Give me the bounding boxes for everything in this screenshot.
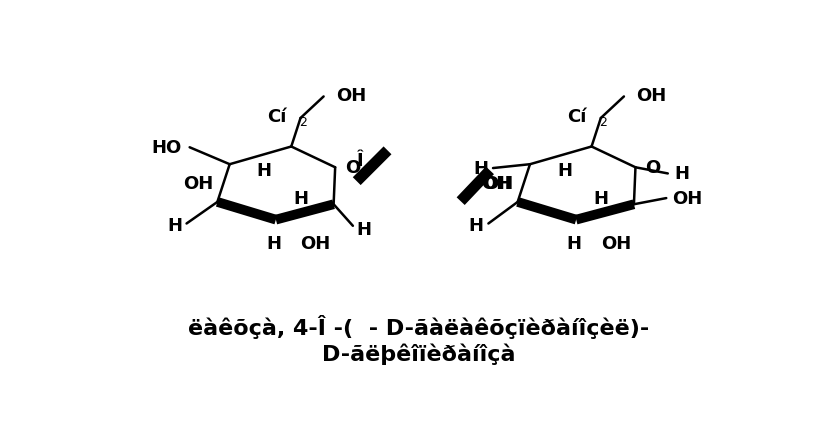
Text: OH: OH	[672, 190, 703, 207]
Text: OH: OH	[183, 174, 213, 192]
Text: Cí: Cí	[267, 108, 287, 126]
Text: O: O	[645, 159, 661, 177]
Text: HO: HO	[152, 139, 182, 157]
Text: OH: OH	[301, 234, 331, 252]
Text: Cí: Cí	[568, 108, 587, 126]
Text: H: H	[473, 160, 489, 178]
Text: O: O	[345, 159, 360, 177]
Text: H: H	[566, 234, 582, 252]
Text: H: H	[469, 216, 484, 234]
Text: 2: 2	[600, 116, 607, 129]
Text: H: H	[674, 165, 689, 183]
Text: H: H	[266, 234, 281, 252]
Text: 2: 2	[299, 116, 307, 129]
Text: H: H	[167, 216, 183, 234]
Text: OH: OH	[481, 174, 511, 192]
Text: OH: OH	[636, 87, 667, 105]
Text: Î: Î	[357, 151, 364, 169]
Text: H: H	[593, 190, 609, 207]
Text: ëàêõçà, 4-Î -(  - D-ãàëàêõçïèðàíîçèë)-: ëàêõçà, 4-Î -( - D-ãàëàêõçïèðàíîçèë)-	[188, 314, 649, 338]
Text: OH: OH	[336, 87, 366, 105]
Text: OH: OH	[484, 174, 514, 192]
Text: H: H	[357, 220, 372, 238]
Text: H: H	[293, 190, 308, 207]
Text: OH: OH	[600, 234, 631, 252]
Text: D-ãëþêîïèðàíîçà: D-ãëþêîïèðàíîçà	[322, 343, 515, 364]
Text: H: H	[257, 162, 272, 180]
Text: H: H	[557, 162, 572, 180]
